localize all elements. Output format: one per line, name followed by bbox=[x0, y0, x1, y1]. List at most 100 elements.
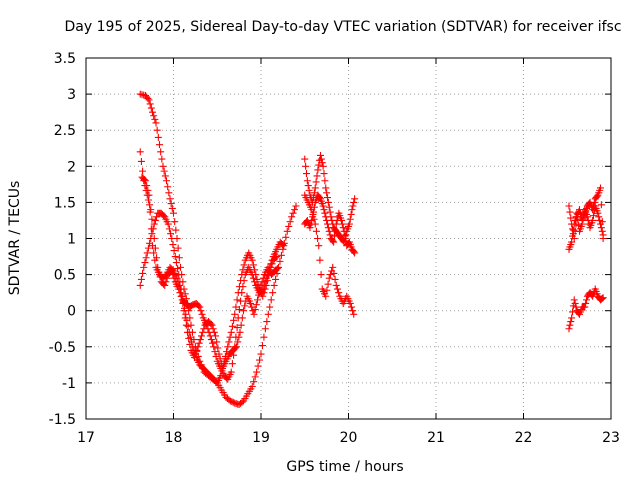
data-point bbox=[331, 232, 338, 240]
data-point bbox=[149, 242, 156, 250]
data-point bbox=[261, 285, 269, 293]
data-point bbox=[146, 201, 154, 209]
x-tick-label: 21 bbox=[427, 430, 445, 446]
data-point bbox=[589, 216, 597, 224]
data-point bbox=[241, 302, 249, 310]
data-point bbox=[151, 115, 159, 123]
x-tick-label: 20 bbox=[340, 430, 358, 446]
data-point bbox=[150, 220, 158, 228]
data-point bbox=[329, 237, 337, 245]
data-point bbox=[247, 299, 254, 307]
data-point bbox=[279, 241, 287, 249]
data-point bbox=[256, 356, 264, 364]
data-point bbox=[139, 167, 147, 175]
data-point bbox=[345, 220, 353, 228]
data-point bbox=[254, 280, 262, 288]
data-point bbox=[234, 338, 242, 346]
data-point bbox=[157, 148, 165, 156]
data-point bbox=[195, 339, 203, 347]
data-point bbox=[582, 299, 590, 307]
data-point bbox=[573, 209, 581, 217]
data-point bbox=[269, 289, 277, 297]
series-track-b bbox=[136, 148, 288, 383]
data-point bbox=[210, 343, 218, 351]
data-point bbox=[312, 178, 320, 186]
data-point bbox=[311, 220, 319, 228]
data-point bbox=[185, 334, 193, 342]
data-point bbox=[229, 398, 237, 406]
data-point bbox=[200, 325, 208, 333]
data-point bbox=[599, 294, 607, 302]
data-point bbox=[249, 274, 257, 282]
data-point bbox=[273, 253, 281, 261]
data-point bbox=[566, 208, 574, 216]
data-point bbox=[171, 253, 179, 261]
data-point bbox=[149, 108, 156, 116]
data-point bbox=[568, 314, 576, 322]
data-point bbox=[163, 177, 170, 185]
data-point bbox=[260, 289, 268, 297]
data-point bbox=[228, 398, 236, 406]
data-point bbox=[325, 227, 333, 235]
data-point bbox=[144, 196, 152, 204]
data-point bbox=[142, 177, 149, 185]
data-point bbox=[566, 321, 574, 329]
data-point bbox=[257, 281, 265, 289]
data-point bbox=[325, 203, 333, 211]
data-point bbox=[316, 194, 324, 202]
data-point bbox=[209, 339, 217, 347]
data-point bbox=[578, 220, 586, 228]
data-point bbox=[198, 332, 205, 340]
data-point bbox=[143, 249, 151, 257]
chart-title: Day 195 of 2025, Sidereal Day-to-day VTE… bbox=[64, 19, 621, 35]
data-point bbox=[233, 296, 241, 304]
data-point bbox=[314, 235, 322, 242]
data-point bbox=[565, 202, 573, 210]
data-point bbox=[314, 166, 322, 174]
data-point bbox=[258, 278, 266, 286]
data-point bbox=[319, 162, 327, 170]
data-point bbox=[254, 296, 261, 304]
data-point bbox=[598, 227, 606, 235]
series-track-d bbox=[138, 173, 282, 372]
data-point bbox=[324, 194, 331, 202]
data-point bbox=[263, 277, 271, 285]
data-point bbox=[570, 296, 578, 304]
data-point bbox=[162, 278, 170, 286]
data-point bbox=[347, 303, 355, 311]
data-point bbox=[324, 280, 332, 288]
data-point bbox=[161, 172, 169, 180]
data-point bbox=[235, 333, 243, 341]
data-point bbox=[144, 186, 152, 194]
data-point bbox=[151, 256, 159, 264]
x-axis-label: GPS time / hours bbox=[286, 459, 403, 475]
data-point bbox=[196, 303, 204, 311]
data-point bbox=[174, 278, 182, 286]
data-point bbox=[148, 230, 156, 238]
data-point bbox=[324, 198, 332, 206]
data-point bbox=[340, 227, 348, 235]
data-point bbox=[264, 310, 272, 318]
data-point bbox=[249, 261, 257, 269]
data-point bbox=[231, 344, 239, 352]
data-point bbox=[272, 275, 280, 283]
data-point bbox=[210, 328, 218, 336]
data-point bbox=[595, 213, 603, 221]
data-point bbox=[235, 305, 243, 313]
data-point bbox=[199, 328, 207, 336]
data-point bbox=[236, 328, 244, 336]
data-point bbox=[326, 208, 334, 216]
data-point bbox=[346, 215, 354, 223]
data-point bbox=[593, 192, 601, 200]
data-point bbox=[323, 286, 331, 294]
data-point bbox=[272, 254, 280, 262]
data-point bbox=[146, 208, 154, 216]
data-point bbox=[240, 261, 248, 269]
data-point bbox=[322, 184, 330, 192]
data-point bbox=[140, 263, 148, 271]
data-point bbox=[177, 285, 184, 293]
data-point bbox=[167, 200, 175, 208]
data-point bbox=[175, 281, 183, 289]
data-point bbox=[179, 299, 187, 307]
data-point bbox=[144, 244, 152, 252]
